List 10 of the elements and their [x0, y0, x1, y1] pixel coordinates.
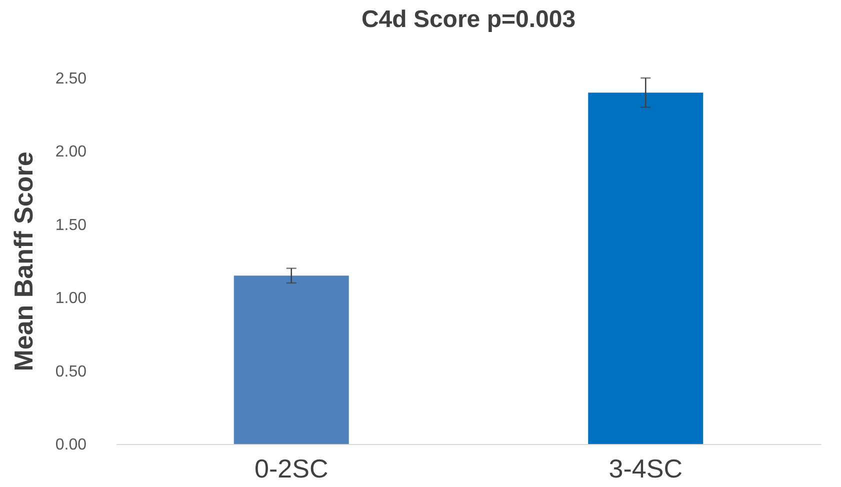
y-tick-label: 1.00: [55, 290, 87, 308]
x-tick-label: 3-4SC: [608, 454, 682, 484]
x-tick-label: 0-2SC: [254, 454, 328, 484]
y-tick-label: 0.00: [55, 436, 87, 454]
y-axis-title: Mean Banff Score: [8, 152, 38, 372]
y-tick-label: 1.50: [55, 216, 87, 234]
y-tick-label: 0.50: [55, 363, 87, 380]
y-tick-label: 2.00: [55, 144, 87, 161]
chart-title: C4d Score p=0.003: [361, 6, 576, 33]
y-tick-label: 2.50: [55, 70, 87, 88]
